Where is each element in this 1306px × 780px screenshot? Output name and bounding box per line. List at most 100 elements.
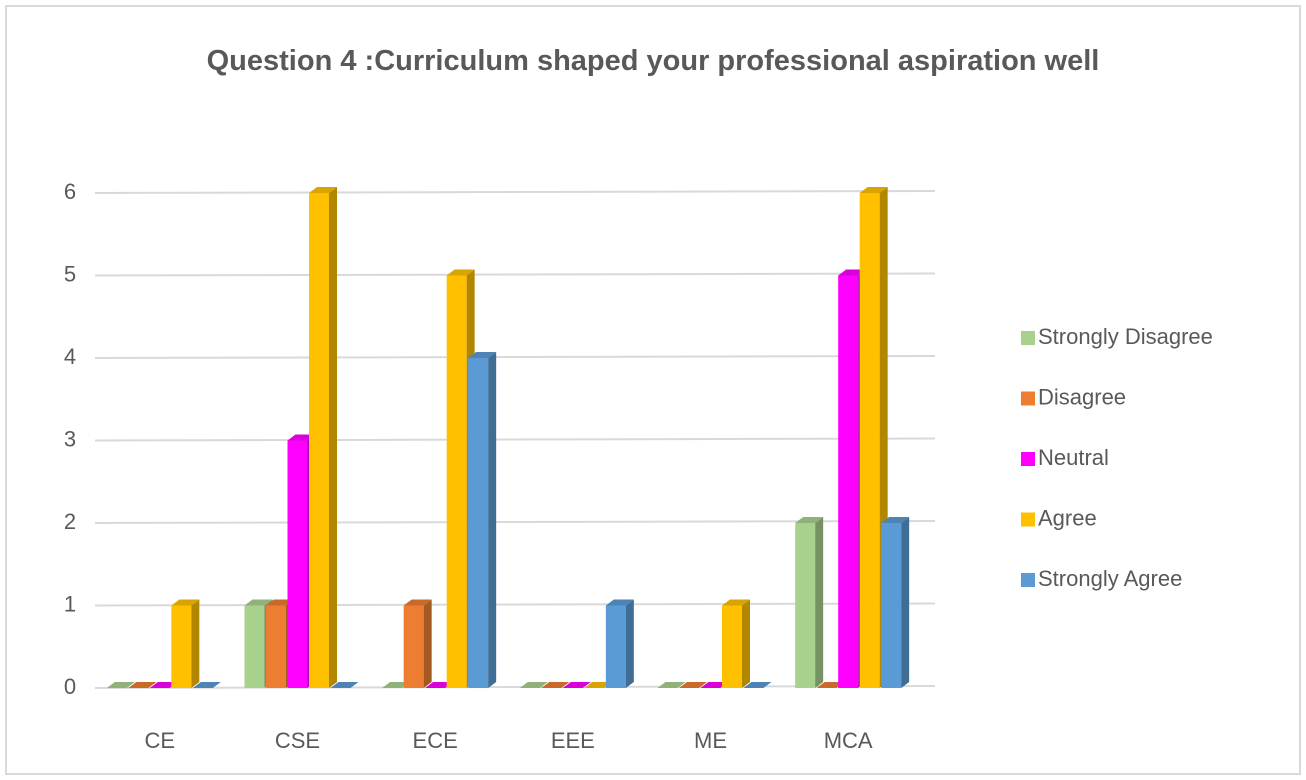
- bar-top: [541, 682, 570, 688]
- grid-line: [94, 190, 936, 194]
- bar: [171, 599, 200, 688]
- bar-top: [106, 682, 135, 688]
- bar: [192, 682, 221, 688]
- legend-swatch: [1021, 331, 1035, 345]
- bar-top: [605, 599, 634, 606]
- bar-top: [128, 682, 157, 688]
- bar: [700, 682, 729, 688]
- bar-front: [287, 440, 308, 688]
- bar-top: [468, 352, 497, 358]
- y-tick-label: 5: [64, 261, 76, 286]
- bar-top: [722, 599, 750, 606]
- bar: [128, 682, 157, 688]
- bar-front: [309, 193, 329, 688]
- bar-front: [605, 605, 626, 688]
- bar: [541, 682, 570, 688]
- bar-front: [881, 523, 902, 688]
- x-tick-label: CE: [145, 728, 176, 753]
- legend-label: Neutral: [1038, 445, 1109, 470]
- grid-line: [94, 520, 936, 524]
- bar-top: [838, 269, 867, 276]
- bar: [679, 682, 707, 688]
- bar-side: [329, 187, 337, 688]
- bar-top: [382, 682, 411, 688]
- bar: [562, 682, 591, 688]
- bar: [106, 682, 135, 688]
- bar: [382, 682, 411, 688]
- bar: [425, 682, 454, 688]
- bar-front: [403, 605, 424, 688]
- x-tick-label: MCA: [824, 728, 873, 753]
- y-tick-label: 2: [64, 509, 76, 534]
- bar-side: [901, 517, 910, 688]
- bar-top: [795, 517, 824, 523]
- bar-side: [488, 352, 497, 688]
- bar-top: [562, 682, 591, 688]
- legend-label: Strongly Agree: [1038, 566, 1182, 591]
- x-tick-label: CSE: [275, 728, 320, 753]
- bar-front: [722, 605, 742, 688]
- bar-top: [816, 682, 845, 688]
- bar-front: [244, 605, 265, 688]
- bar: [330, 682, 359, 688]
- bar-front: [266, 605, 286, 688]
- legend-swatch: [1021, 512, 1035, 527]
- bar: [881, 517, 910, 688]
- y-tick-label: 3: [64, 426, 76, 451]
- grid-line: [94, 602, 936, 607]
- grid-line: [94, 437, 936, 442]
- bar-side: [815, 517, 824, 688]
- bar-front: [859, 193, 880, 688]
- bar-top: [519, 682, 548, 688]
- bar: [468, 352, 497, 688]
- y-tick-label: 6: [64, 179, 76, 204]
- bar-top: [287, 434, 316, 441]
- bar-side: [191, 599, 200, 688]
- y-tick-label: 1: [64, 591, 76, 616]
- bar-top: [149, 682, 178, 688]
- grid-line: [94, 685, 936, 689]
- chart-title: Question 4 :Curriculum shaped your profe…: [206, 45, 1100, 77]
- legend-label: Agree: [1038, 505, 1097, 530]
- bar-top: [859, 187, 888, 193]
- bar-top: [171, 599, 200, 606]
- bar: [309, 187, 337, 688]
- bar-top: [657, 682, 686, 688]
- legend-swatch: [1021, 452, 1035, 466]
- bar-side: [625, 599, 634, 688]
- bar: [722, 599, 750, 688]
- bar: [795, 517, 824, 688]
- bar: [584, 682, 613, 688]
- bar-front: [468, 358, 489, 688]
- chart-border: [5, 5, 1301, 775]
- bar-side: [423, 599, 432, 688]
- grid-line: [94, 355, 936, 359]
- bar-side: [742, 599, 750, 688]
- legend-swatch: [1021, 573, 1035, 587]
- y-tick-label: 4: [64, 344, 76, 369]
- bar-top: [881, 517, 910, 523]
- bar-front: [446, 275, 467, 688]
- x-tick-label: ME: [694, 728, 727, 753]
- bar: [149, 682, 178, 688]
- legend-label: Strongly Disagree: [1038, 324, 1213, 349]
- bar-top: [244, 599, 273, 606]
- bar: [403, 599, 432, 688]
- bar-top: [425, 682, 454, 688]
- bar-top: [584, 682, 613, 688]
- x-tick-label: EEE: [551, 728, 595, 753]
- bar-top: [743, 682, 772, 688]
- bar-front: [171, 605, 192, 688]
- bar: [816, 682, 845, 688]
- bar-top: [446, 269, 475, 276]
- bar-top: [700, 682, 729, 688]
- bar: [605, 599, 634, 688]
- bar-front: [795, 523, 816, 688]
- bar: [743, 682, 772, 688]
- legend-label: Disagree: [1038, 384, 1126, 409]
- bar: [657, 682, 686, 688]
- y-tick-label: 0: [64, 674, 76, 699]
- x-tick-label: ECE: [413, 728, 458, 753]
